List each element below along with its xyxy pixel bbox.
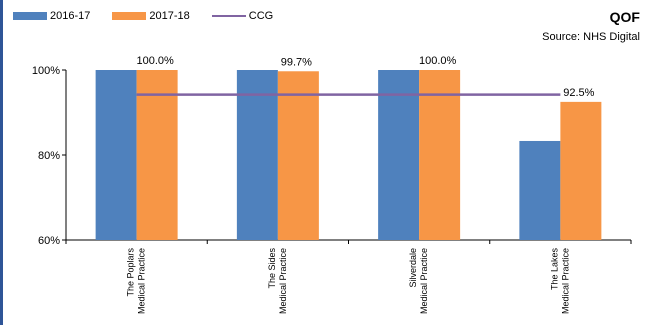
data-label: 99.7% — [281, 56, 312, 68]
legend-item-2016-17: 2016-17 — [13, 10, 90, 22]
y-tick-label: 60% — [38, 235, 60, 247]
bar-2016-17-4 — [519, 140, 561, 240]
legend: 2016-17 2017-18 CCG — [13, 10, 295, 22]
legend-swatch-2017-18 — [112, 12, 147, 20]
legend-label-2017-18: 2017-18 — [149, 10, 190, 22]
x-category-label: The PoplarsMedical Practice — [126, 248, 147, 315]
bar-2017-18-2 — [277, 71, 319, 241]
legend-label-2016-17: 2016-17 — [50, 10, 91, 22]
chart-subtitle: Source: NHS Digital — [542, 31, 640, 43]
x-category-label: The SidesMedical Practice — [267, 248, 288, 315]
bar-2016-17-3 — [378, 70, 420, 240]
bar-2017-18-4 — [560, 101, 602, 240]
data-label: 100.0% — [419, 55, 457, 67]
legend-item-ccg: CCG — [211, 10, 274, 22]
bar-2016-17-2 — [236, 70, 278, 240]
chart-plot: 60% 80% 100% 100.0% The PoplarsMedical Pract… — [32, 55, 632, 315]
x-category-label: SilverdaleMedical Practice — [408, 248, 429, 314]
chart-title: QOF — [609, 9, 640, 25]
x-category-label: The LakesMedical Practice — [549, 248, 570, 315]
data-label: 92.5% — [563, 87, 594, 99]
bar-2016-17-1 — [95, 70, 137, 240]
legend-item-2017-18: 2017-18 — [112, 10, 190, 22]
y-tick-label: 80% — [38, 150, 60, 162]
legend-swatch-2016-17 — [13, 12, 47, 20]
legend-swatch-ccg — [211, 15, 246, 17]
y-tick-label: 100% — [32, 65, 60, 77]
bar-2017-18-3 — [419, 70, 461, 240]
data-label: 100.0% — [136, 55, 174, 67]
bar-2017-18-1 — [136, 70, 178, 240]
legend-label-ccg: CCG — [248, 10, 274, 22]
